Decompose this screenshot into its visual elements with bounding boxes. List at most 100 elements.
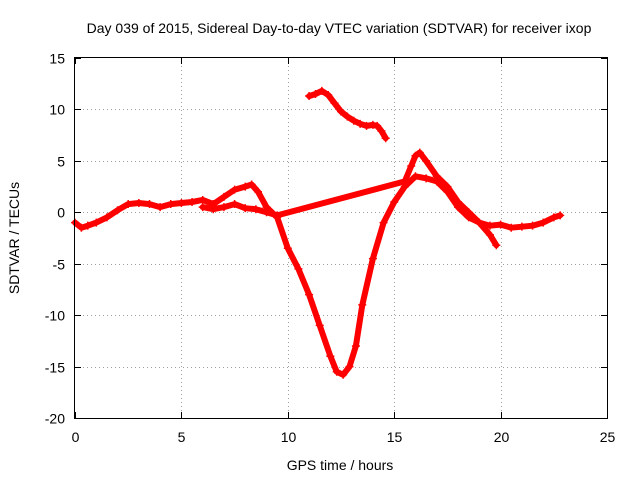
x-axis-label: GPS time / hours (287, 457, 394, 473)
data-point-marker (209, 205, 218, 214)
data-point-marker (411, 172, 420, 181)
data-point-marker (198, 203, 207, 212)
data-point-marker (422, 156, 431, 165)
data-point-marker (198, 195, 207, 204)
series-line (199, 149, 500, 249)
data-point-marker (356, 119, 365, 128)
data-point-marker (230, 185, 239, 194)
data-point-marker (77, 223, 86, 232)
data-point-marker (145, 200, 154, 209)
data-point-marker (294, 264, 303, 273)
data-point-marker (432, 172, 441, 181)
plot-frame (74, 57, 608, 419)
x-tick-labels: 0 5 10 15 20 25 (72, 429, 616, 445)
data-point-marker (156, 203, 165, 212)
data-point-marker (251, 205, 260, 214)
data-point-marker (422, 174, 431, 183)
data-point-marker (247, 180, 256, 189)
data-point-marker (549, 213, 558, 222)
data-point-marker (92, 218, 101, 227)
chart-title: Day 039 of 2015, Sidereal Day-to-day VTE… (87, 20, 592, 36)
data-point-marker (539, 218, 548, 227)
data-point-marker (326, 352, 335, 361)
data-point-marker (83, 221, 92, 230)
y-tick-label: -20 (45, 411, 65, 427)
y-tick-label: -15 (45, 360, 65, 376)
y-tick-label: 15 (49, 51, 65, 67)
data-point-marker (305, 92, 314, 101)
data-point-marker (377, 127, 386, 136)
data-point-marker (556, 211, 565, 220)
data-point-marker (443, 182, 452, 191)
data-point-marker (379, 218, 388, 227)
data-point-marker (496, 220, 505, 229)
series-upper-track (305, 86, 390, 143)
x-tick-label: 25 (600, 429, 616, 445)
data-point-marker (283, 244, 292, 253)
data-point-marker (219, 203, 228, 212)
data-point-marker (262, 208, 271, 217)
data-point-marker (485, 221, 494, 230)
data-point-marker (411, 151, 420, 160)
series-secondary-track (198, 148, 501, 250)
data-point-marker (368, 254, 377, 263)
data-point-marker (362, 121, 371, 130)
data-point-marker (415, 148, 424, 157)
data-point-marker (407, 162, 416, 170)
data-point-marker (332, 367, 341, 376)
y-tick-label: 10 (49, 102, 65, 118)
data-point-marker (345, 362, 354, 371)
data-point-marker (358, 300, 367, 309)
grid (75, 58, 607, 418)
data-point-marker (492, 241, 501, 250)
x-tick-label: 0 (72, 429, 80, 445)
data-point-marker (241, 182, 250, 191)
data-point-marker (134, 199, 143, 208)
data-point-marker (400, 177, 409, 186)
data-point-marker (330, 99, 339, 108)
data-point-marker (349, 116, 358, 125)
data-point-marker (517, 222, 526, 231)
data-point-marker (475, 218, 484, 227)
data-point-marker (113, 206, 122, 215)
data-point-marker (254, 187, 263, 196)
data-point-marker (390, 198, 399, 206)
data-point-marker (324, 91, 333, 100)
data-point-marker (315, 321, 324, 330)
data-point-marker (305, 290, 314, 299)
data-point-marker (464, 208, 473, 217)
x-tick-label: 15 (387, 429, 403, 445)
data-point-marker (351, 342, 360, 350)
data-point-marker (368, 120, 377, 129)
data-point-marker (507, 223, 516, 232)
data-point-marker (343, 112, 352, 121)
y-tick-label: 5 (57, 154, 65, 170)
data-point-marker (166, 200, 175, 209)
data-point-marker (339, 370, 348, 379)
data-point-marker (528, 221, 537, 230)
y-tick-label: 0 (57, 205, 65, 221)
data-point-marker (230, 200, 239, 209)
x-tick-label: 20 (494, 429, 510, 445)
y-tick-labels: -20 -15 -10 -5 0 5 10 15 (45, 51, 65, 427)
data-point-marker (241, 204, 250, 213)
data-point-marker (124, 200, 133, 209)
data-point-marker (177, 199, 186, 208)
data-point-marker (485, 230, 494, 239)
y-axis-label: SDTVAR / TECUs (6, 182, 22, 294)
data-point-marker (373, 121, 382, 130)
data-point-marker (311, 90, 320, 98)
data-point-marker (454, 198, 463, 206)
series-group (71, 86, 565, 379)
y-tick-label: -10 (45, 308, 65, 324)
data-point-marker (102, 213, 111, 222)
y-tick-label: -5 (53, 257, 66, 273)
data-point-marker (381, 134, 390, 143)
data-point-marker (317, 86, 326, 95)
x-tick-label: 10 (281, 429, 297, 445)
data-point-marker (273, 211, 282, 220)
x-tick-label: 5 (178, 429, 186, 445)
data-point-marker (188, 198, 197, 206)
